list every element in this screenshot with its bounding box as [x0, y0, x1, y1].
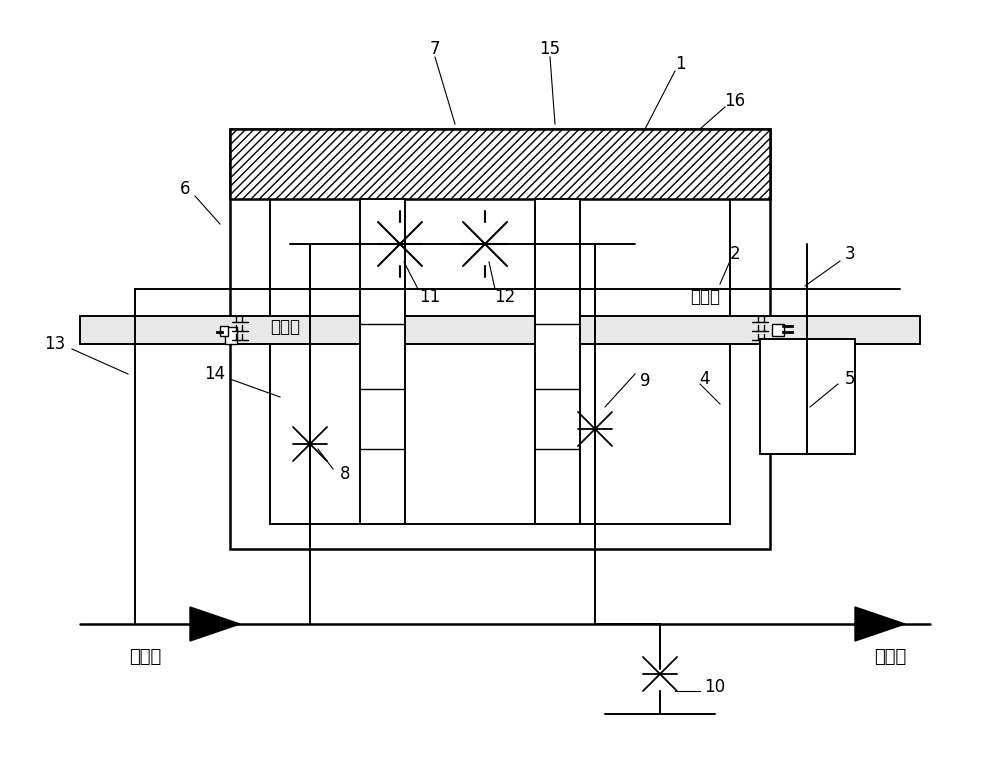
Text: 进气端: 进气端 [270, 318, 300, 336]
Bar [535, 199, 580, 524]
Bar [230, 129, 770, 199]
Text: 11: 11 [419, 288, 441, 306]
Text: 6: 6 [180, 180, 190, 198]
Polygon shape [190, 607, 240, 641]
Bar [80, 316, 920, 344]
Text: 1: 1 [675, 55, 685, 73]
Text: 8: 8 [340, 465, 350, 483]
Bar [360, 199, 405, 524]
Bar [772, 324, 784, 336]
Text: 5: 5 [845, 370, 855, 388]
Text: 16: 16 [724, 92, 746, 110]
Bar [760, 339, 855, 454]
Text: 煤气进: 煤气进 [129, 648, 161, 666]
Text: 15: 15 [539, 40, 561, 58]
Text: 7: 7 [430, 40, 440, 58]
Text: 10: 10 [704, 678, 726, 696]
Polygon shape [855, 607, 905, 641]
Text: 13: 13 [44, 335, 66, 353]
Text: 3: 3 [845, 245, 855, 263]
Text: 4: 4 [700, 370, 710, 388]
Text: 2: 2 [730, 245, 740, 263]
Bar [230, 129, 770, 549]
Text: 14: 14 [204, 365, 226, 383]
Text: 12: 12 [494, 288, 516, 306]
Bar [270, 154, 730, 524]
Bar [220, 326, 228, 336]
Bar [225, 326, 237, 344]
Text: 出气端: 出气端 [690, 288, 720, 306]
Text: 煤气出: 煤气出 [874, 648, 906, 666]
Text: 9: 9 [640, 372, 650, 390]
